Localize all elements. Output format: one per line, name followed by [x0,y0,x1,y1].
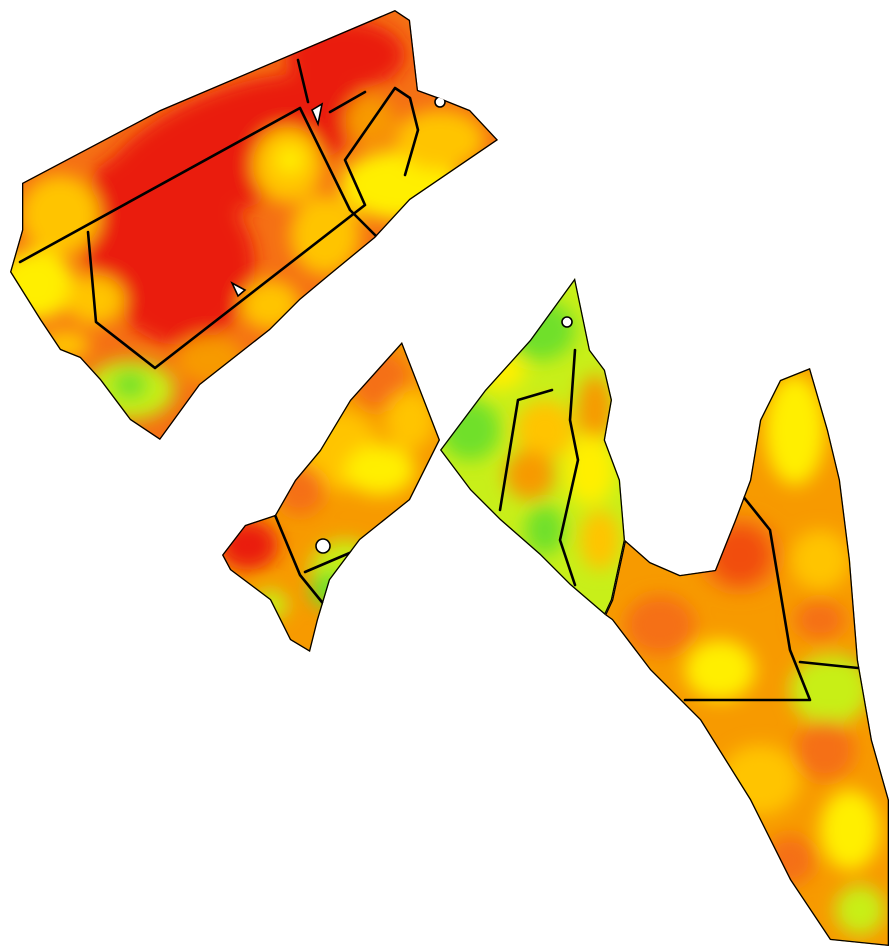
west-middle-field [222,342,440,652]
central-green-field [440,278,625,615]
field-obstacle-marker [561,316,573,328]
field-obstacle-marker [315,538,331,554]
north-field-block [10,10,498,440]
southeast-field [605,368,889,946]
field-obstacle-marker [434,96,446,108]
